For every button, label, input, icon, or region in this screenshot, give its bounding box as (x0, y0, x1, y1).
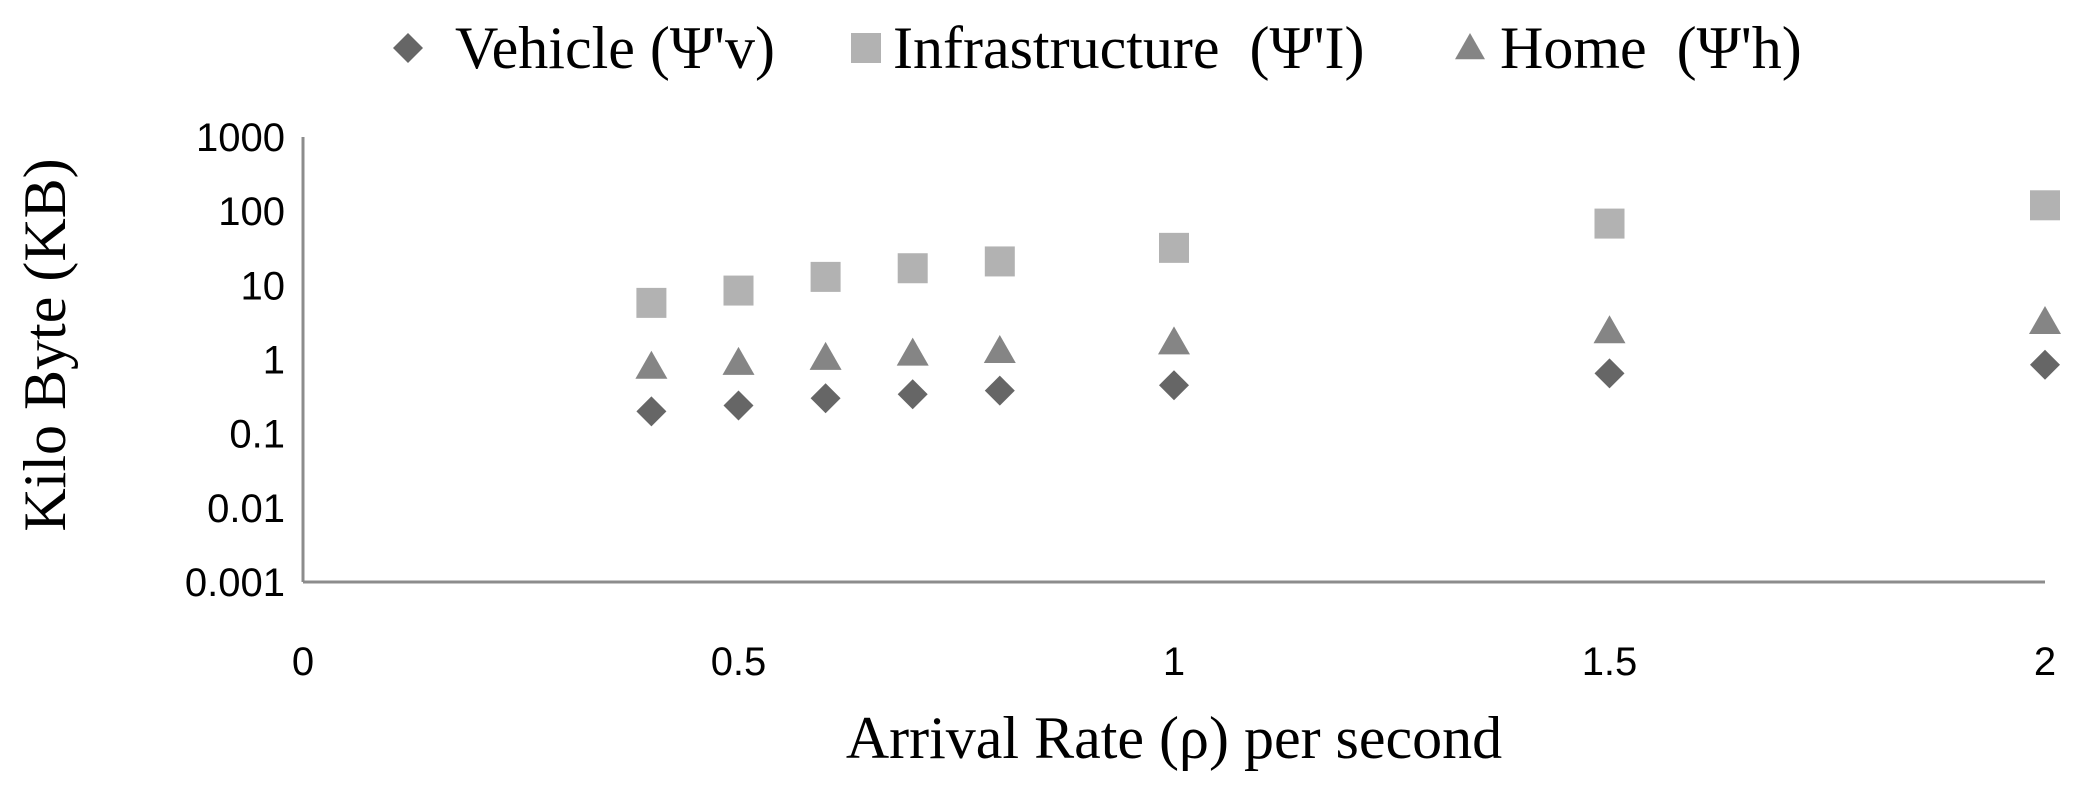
y-tick-label: 100 (218, 190, 285, 234)
x-tick-label: 0.5 (711, 640, 767, 684)
data-point-triangle (809, 341, 842, 370)
y-tick-label: 0.001 (185, 561, 285, 605)
legend-label: Infrastructure (Ψ'I) (893, 15, 1365, 81)
y-tick-label: 0.01 (207, 487, 285, 531)
y-tick-label: 1000 (196, 116, 285, 160)
data-point-diamond (984, 375, 1015, 406)
y-tick-labels: 0.001 0.01 0.1 1 10 100 1000 (185, 116, 285, 605)
data-point-diamond (1159, 370, 1189, 401)
data-point-triangle (983, 335, 1016, 364)
data-point-triangle (1158, 326, 1190, 355)
y-axis-title: Kilo Byte (KB) (12, 158, 78, 531)
data-point-diamond (810, 383, 841, 414)
legend-marker-diamond (393, 33, 423, 63)
data-point-diamond (723, 390, 754, 421)
data-point-square (897, 253, 928, 284)
axes (301, 137, 2045, 584)
legend-marker-triangle (1455, 33, 1485, 60)
data-point-square (1159, 232, 1189, 263)
legend: Vehicle (Ψ'v) Infrastructure (Ψ'I) Home (Ψ… (393, 15, 1802, 81)
y-tick-label: 0.1 (229, 413, 285, 457)
legend-marker-square (851, 33, 881, 63)
legend-label: Vehicle (Ψ'v) (455, 15, 775, 81)
y-tick-label: 1 (263, 339, 285, 383)
x-axis-title: Arrival Rate (ρ) per second (846, 705, 1502, 771)
data-point-triangle (1593, 315, 1626, 344)
data-point-triangle (2029, 306, 2061, 335)
x-tick-label: 0 (292, 640, 314, 684)
data-point-square (984, 246, 1015, 277)
x-tick-label: 2 (2034, 640, 2056, 684)
x-tick-label: 1 (1163, 640, 1185, 684)
data-point-triangle (635, 350, 668, 379)
data-point-square (2030, 190, 2060, 221)
data-point-triangle (722, 346, 755, 375)
data-marks (635, 190, 2061, 427)
x-tick-label: 1.5 (1582, 640, 1638, 684)
x-tick-labels: 0 0.5 1 1.5 2 (292, 640, 2056, 684)
data-point-diamond (636, 396, 667, 427)
data-point-diamond (897, 379, 928, 410)
data-point-square (723, 275, 754, 306)
data-point-triangle (896, 337, 929, 366)
data-point-square (636, 287, 667, 318)
data-point-square (1594, 208, 1625, 239)
data-point-square (810, 261, 841, 292)
y-tick-label: 10 (241, 264, 286, 308)
data-point-diamond (1594, 358, 1625, 389)
legend-label: Home (Ψ'h) (1500, 15, 1802, 81)
data-point-diamond (2030, 349, 2060, 380)
